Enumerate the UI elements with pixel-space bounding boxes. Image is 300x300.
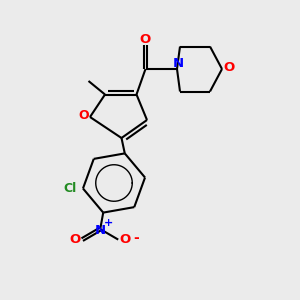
Text: -: -	[133, 231, 139, 245]
Text: +: +	[104, 218, 113, 228]
Text: O: O	[140, 33, 151, 46]
Text: O: O	[223, 61, 234, 74]
Text: N: N	[172, 57, 184, 70]
Text: N: N	[95, 224, 106, 236]
Text: O: O	[69, 233, 80, 246]
Text: Cl: Cl	[64, 182, 77, 195]
Text: O: O	[78, 109, 89, 122]
Text: O: O	[119, 233, 130, 246]
